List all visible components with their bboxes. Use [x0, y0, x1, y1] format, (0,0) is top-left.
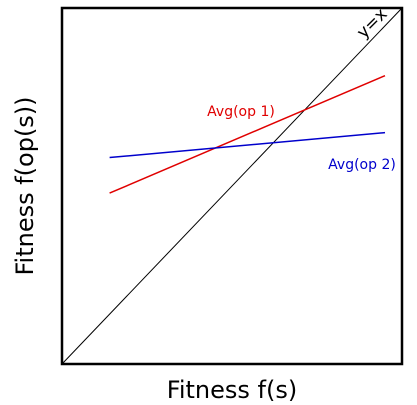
reference-line-label: y=x — [353, 4, 391, 42]
series-line-avg-op-2 — [109, 131, 386, 159]
plot-frame — [60, 6, 404, 366]
series-label-avg-op-2: Avg(op 2) — [328, 157, 396, 173]
y-axis-label: Fitness f(op(s)) — [11, 96, 39, 275]
reference-line-y-equals-x — [61, 7, 403, 365]
series-label-avg-op-1: Avg(op 1) — [207, 104, 275, 120]
plot-area: y=x Avg(op 1) Avg(op 2) — [61, 4, 403, 365]
x-axis-label: Fitness f(s) — [167, 376, 297, 404]
series-line-avg-op-1 — [109, 74, 386, 194]
